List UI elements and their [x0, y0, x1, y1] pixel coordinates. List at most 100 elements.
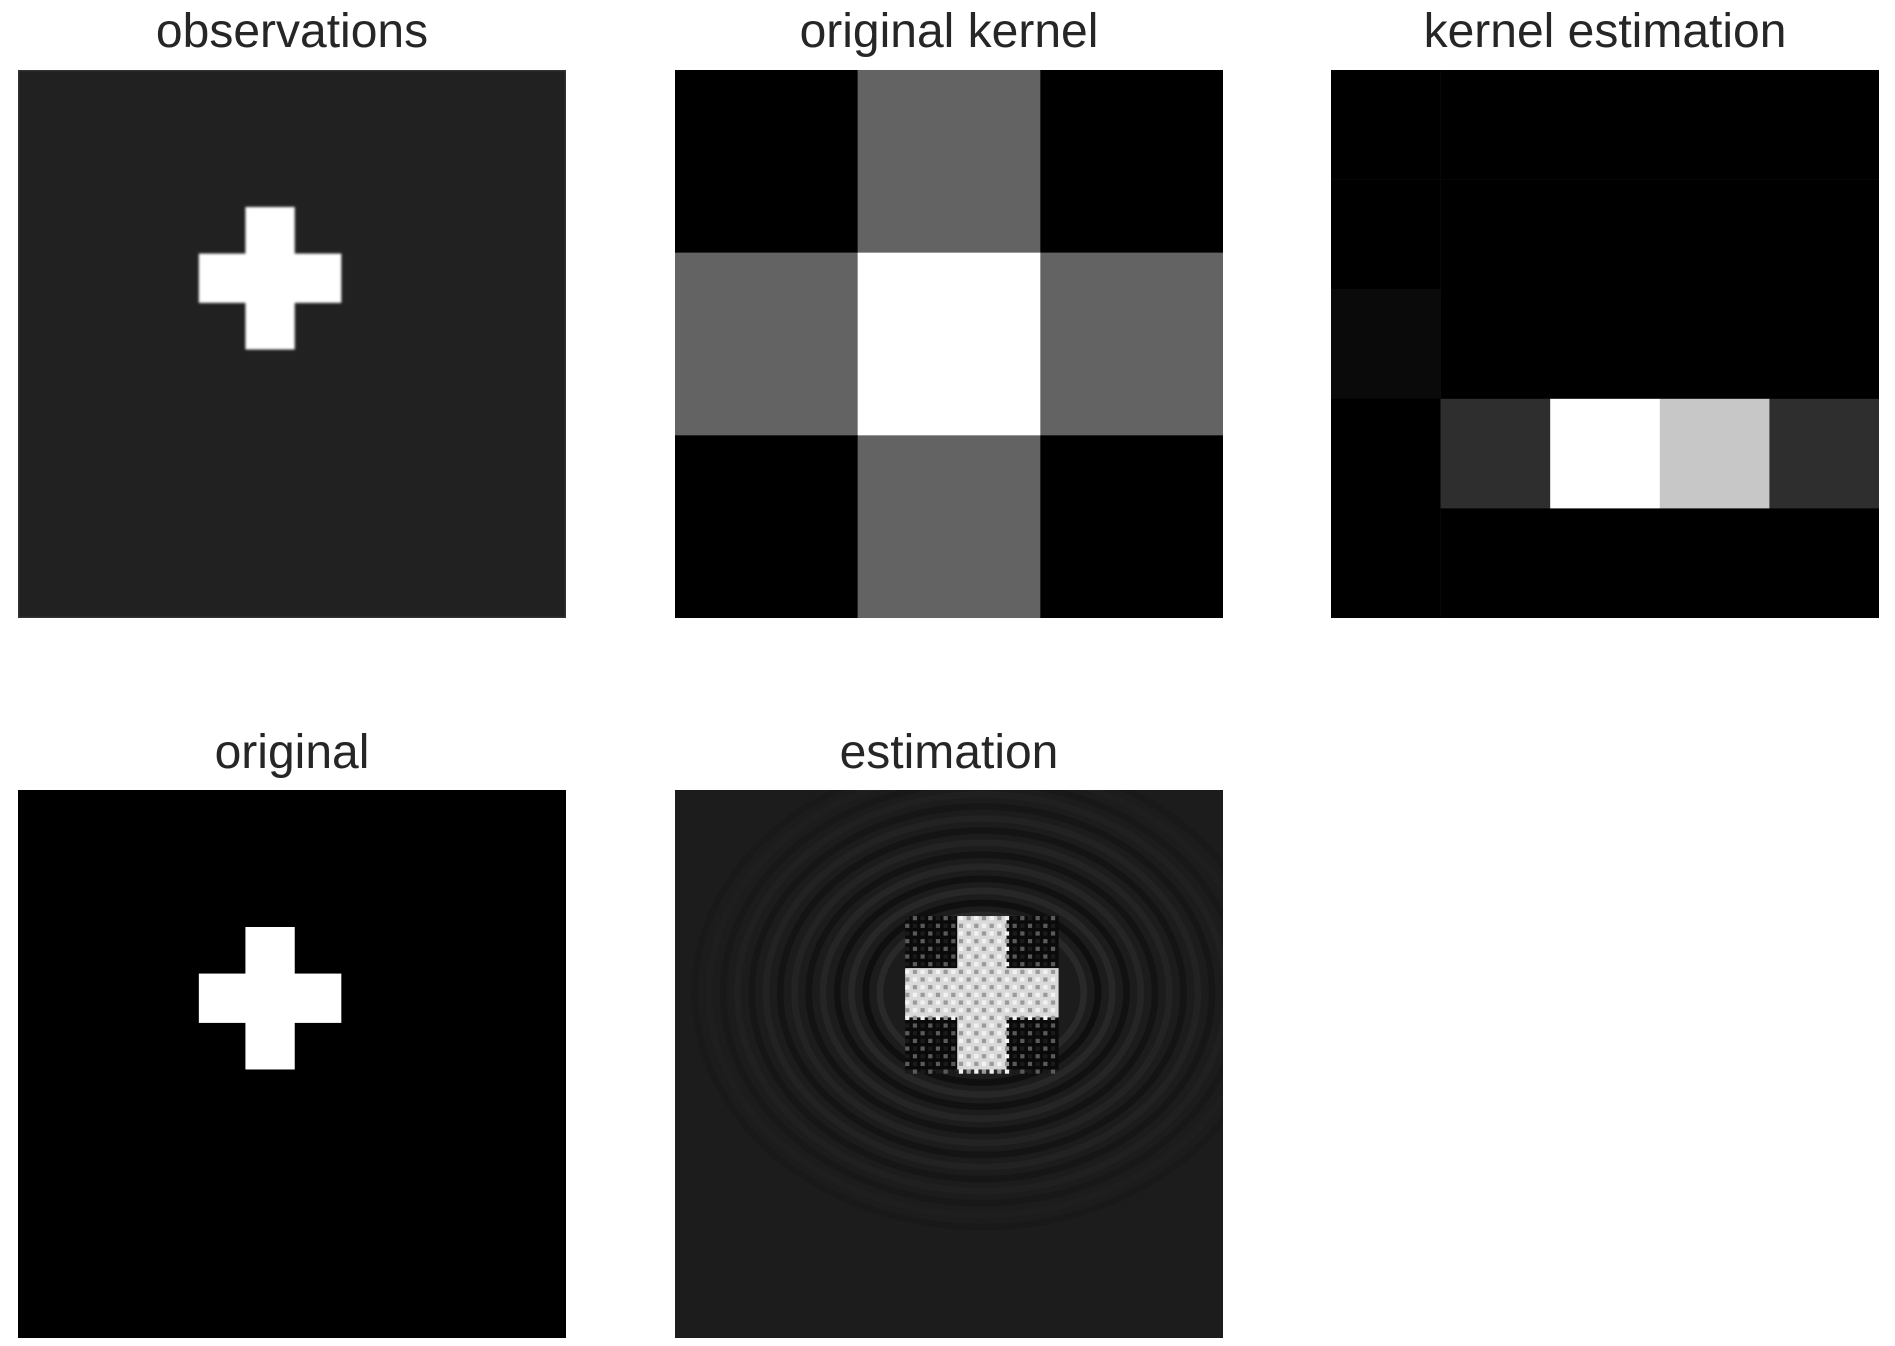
texture-dot: [981, 985, 987, 990]
texture-dot: [997, 931, 1002, 936]
texture-dot: [958, 1069, 964, 1074]
texture-dot: [1027, 946, 1033, 951]
texture-dot: [1020, 969, 1025, 974]
texture-dot: [935, 954, 941, 959]
texture-dot: [905, 977, 910, 982]
texture-dot: [1043, 1046, 1048, 1051]
texture-dot: [943, 1023, 948, 1028]
texture-dot: [1035, 1023, 1040, 1028]
texture-dot: [989, 1054, 994, 1059]
texture-dot: [989, 1000, 994, 1005]
texture-dot: [928, 923, 933, 928]
texture-dot: [935, 1061, 941, 1067]
texture-dot: [1004, 1038, 1010, 1044]
texture-dot: [920, 1031, 925, 1036]
texture-dot: [905, 1054, 910, 1059]
texture-dot: [981, 962, 987, 967]
texture-dot: [905, 916, 910, 921]
texture-dot: [1020, 1046, 1025, 1051]
texture-dot: [974, 977, 979, 982]
texture-dot: [943, 1061, 948, 1067]
texture-dot: [974, 1069, 979, 1074]
texture-dot: [912, 1031, 918, 1036]
texture-dot: [935, 985, 941, 990]
texture-dot: [989, 992, 994, 997]
texture-dot: [1004, 1023, 1010, 1028]
texture-dot: [981, 1000, 987, 1005]
texture-dot: [974, 969, 979, 974]
texture-dot: [905, 1031, 910, 1036]
texture-dot: [912, 985, 918, 990]
texture-dot: [905, 946, 910, 951]
texture-dot: [1050, 1069, 1056, 1074]
texture-dot: [920, 992, 925, 997]
texture-dot: [966, 1008, 971, 1013]
texture-dot: [1004, 1031, 1010, 1036]
texture-dot: [997, 1038, 1002, 1044]
texture-dot: [1043, 1069, 1048, 1074]
texture-dot: [1050, 969, 1056, 974]
texture-dot: [951, 985, 956, 990]
texture-dot: [1004, 1061, 1010, 1067]
observations-image: [18, 70, 566, 618]
texture-dot: [1050, 1000, 1056, 1005]
texture-dot: [1043, 1031, 1048, 1036]
heatmap-cell-r0-c4: [1769, 70, 1879, 180]
texture-dot: [974, 992, 979, 997]
texture-dot: [943, 923, 948, 928]
texture-dot: [997, 1015, 1002, 1020]
texture-dot: [1020, 985, 1025, 990]
texture-dot: [1027, 916, 1033, 921]
texture-dot: [1004, 1054, 1010, 1059]
ringing-ring: [791, 839, 1173, 1147]
texture-dot: [920, 916, 925, 921]
texture-dot: [997, 923, 1002, 928]
texture-dot: [1050, 1046, 1056, 1051]
texture-dot: [997, 985, 1002, 990]
ringing-ring: [705, 790, 1223, 1219]
texture-dot: [951, 1069, 956, 1074]
texture-dot: [974, 1008, 979, 1013]
texture-dot: [1027, 1069, 1033, 1074]
texture-dot: [928, 985, 933, 990]
texture-dot: [966, 1054, 971, 1059]
texture-dot: [928, 1061, 933, 1067]
texture-dot: [981, 1069, 987, 1074]
texture-dot: [943, 1046, 948, 1051]
texture-dot: [1035, 1054, 1040, 1059]
texture-dot: [1035, 1069, 1040, 1074]
texture-dot: [958, 1031, 964, 1036]
texture-dot: [1020, 1000, 1025, 1005]
texture-dot: [997, 962, 1002, 967]
texture-dot: [1020, 1061, 1025, 1067]
texture-dot: [958, 1046, 964, 1051]
texture-dot: [1043, 977, 1048, 982]
texture-dot: [1004, 962, 1010, 967]
texture-dot: [920, 1008, 925, 1013]
texture-dot: [981, 954, 987, 959]
texture-dot: [935, 1054, 941, 1059]
kernel-estimation-image: [1331, 70, 1879, 618]
heatmap-cell-r0-c0: [1331, 70, 1441, 180]
texture-dot: [1035, 923, 1040, 928]
texture-dot: [1020, 1054, 1025, 1059]
texture-dot: [920, 1015, 925, 1020]
heatmap-cell-r3-c4: [1769, 398, 1879, 509]
texture-dot: [1050, 992, 1056, 997]
texture-dot: [989, 1046, 994, 1051]
texture-dot: [958, 946, 964, 951]
kernel-estimation-title: kernel estimation: [1423, 5, 1787, 58]
texture-dot: [997, 939, 1002, 944]
texture-dot: [1050, 985, 1056, 990]
texture-dot: [966, 1061, 971, 1067]
texture-dot: [928, 962, 933, 967]
texture-dot: [1012, 923, 1017, 928]
texture-dot: [920, 939, 925, 944]
texture-dot: [1050, 954, 1056, 959]
texture-dot: [981, 1054, 987, 1059]
texture-dot: [958, 931, 964, 936]
texture-dot: [1050, 1023, 1056, 1028]
texture-dot: [958, 1038, 964, 1044]
heatmap-cell-r2-c1: [1440, 289, 1551, 400]
heatmap-cell-r4-c2: [1550, 508, 1661, 618]
